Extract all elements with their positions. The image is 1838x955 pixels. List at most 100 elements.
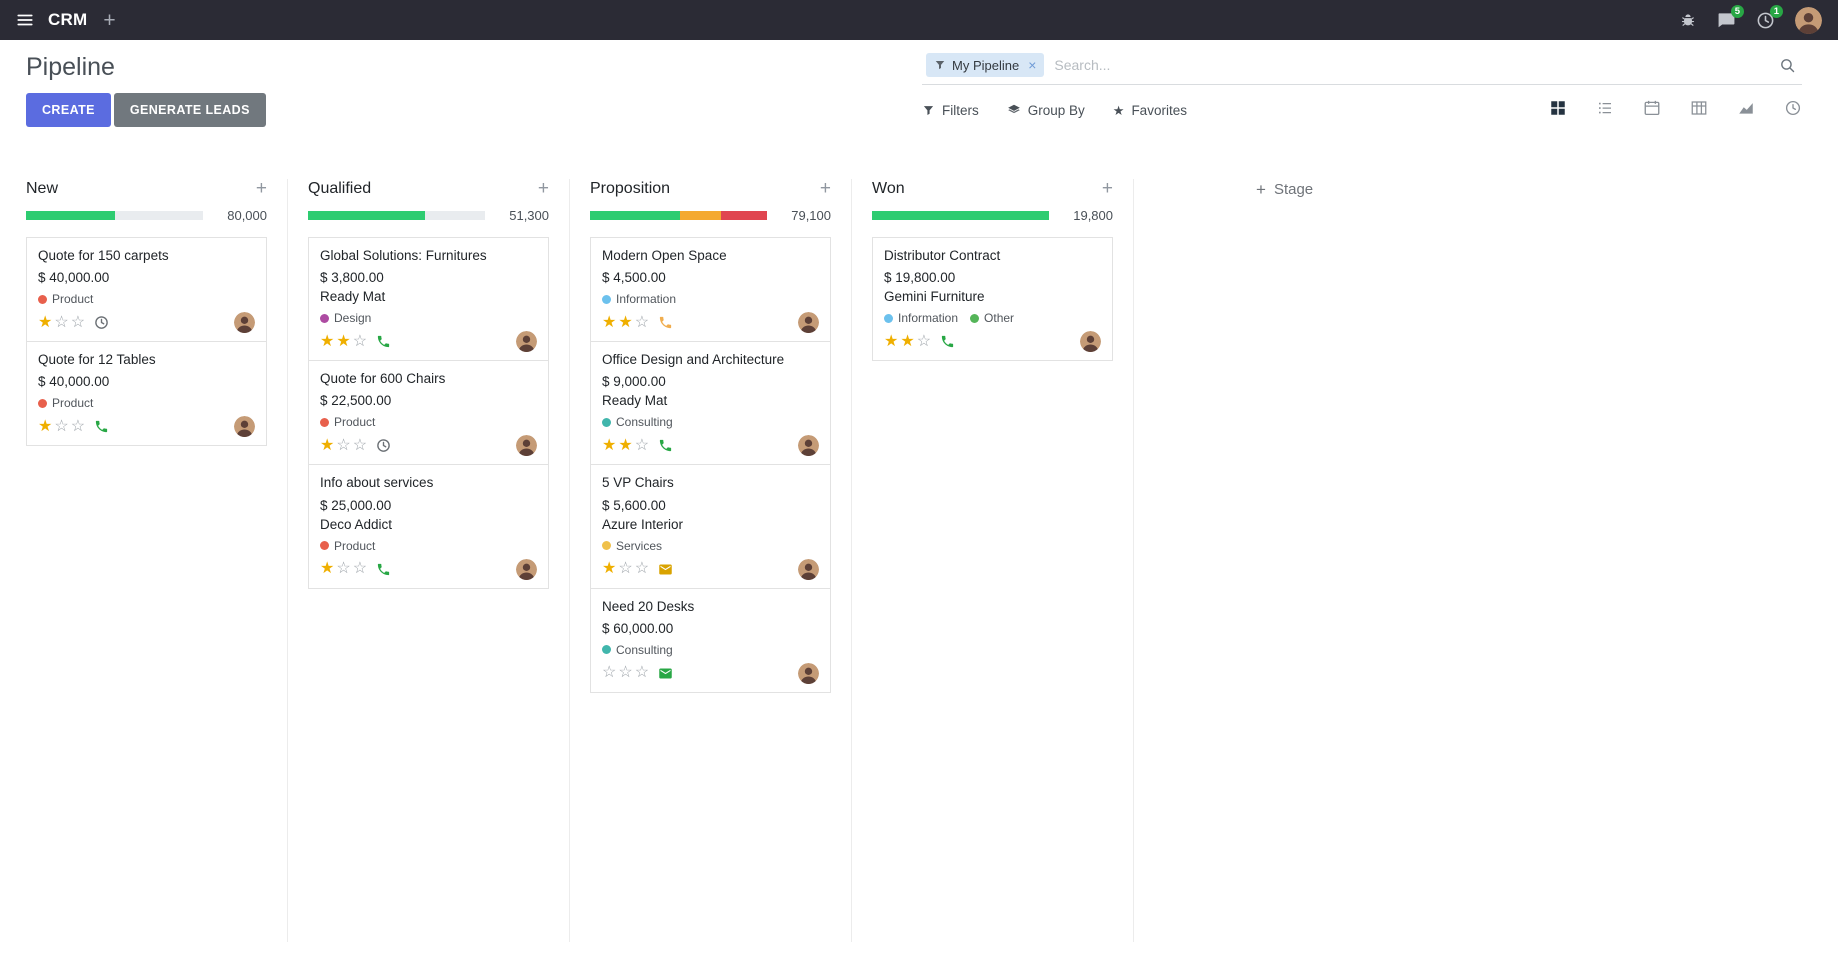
clock-icon[interactable]	[376, 438, 391, 453]
column-progressbar[interactable]	[26, 211, 203, 220]
star-icon[interactable]: ☆	[634, 560, 650, 578]
kanban-card[interactable]: Need 20 Desks $ 60,000.00 Consulting ☆ ☆…	[590, 587, 831, 693]
star-icon[interactable]: ☆	[352, 560, 368, 578]
star-icon[interactable]: ★	[320, 436, 335, 454]
progress-segment[interactable]	[26, 211, 115, 220]
search-icon[interactable]	[1779, 57, 1796, 74]
progress-segment[interactable]	[308, 211, 425, 220]
tag-label: Services	[616, 538, 663, 553]
bug-icon[interactable]	[1679, 11, 1697, 29]
star-icon[interactable]: ★	[38, 313, 53, 331]
star-icon[interactable]: ☆	[336, 436, 351, 454]
star-icon[interactable]: ☆	[54, 417, 69, 435]
card-amount: $ 9,000.00	[602, 374, 666, 390]
quick-add-icon[interactable]: +	[537, 178, 549, 199]
app-name[interactable]: CRM	[48, 10, 88, 29]
star-icon[interactable]: ☆	[70, 417, 86, 435]
clock-icon[interactable]	[94, 315, 109, 330]
star-icon[interactable]: ☆	[70, 313, 86, 331]
kanban-card[interactable]: Global Solutions: Furnitures $ 3,800.00 …	[308, 237, 549, 362]
messages-icon[interactable]: 5	[1717, 4, 1744, 30]
phone-icon[interactable]	[94, 419, 109, 434]
kanban-card[interactable]: Quote for 150 carpets $ 40,000.00 Produc…	[26, 237, 267, 343]
star-icon[interactable]: ☆	[602, 664, 617, 682]
user-avatar[interactable]	[1795, 6, 1822, 34]
star-icon[interactable]: ★	[884, 332, 899, 350]
kanban-card[interactable]: Quote for 600 Chairs $ 22,500.00 Product…	[308, 360, 549, 466]
star-icon[interactable]: ☆	[916, 332, 932, 350]
progress-segment[interactable]	[590, 211, 681, 220]
kanban-card[interactable]: Distributor Contract $ 19,800.00 Gemini …	[872, 237, 1113, 362]
graph-view-icon[interactable]	[1737, 99, 1755, 122]
salesperson-avatar[interactable]	[516, 558, 537, 580]
search-bar[interactable]: My Pipeline ×	[922, 50, 1802, 85]
star-icon[interactable]: ☆	[634, 436, 650, 454]
progress-segment[interactable]	[720, 211, 767, 220]
star-icon[interactable]: ☆	[634, 664, 650, 682]
star-icon[interactable]: ★	[900, 332, 915, 350]
salesperson-avatar[interactable]	[798, 662, 819, 684]
salesperson-avatar[interactable]	[798, 558, 819, 580]
salesperson-avatar[interactable]	[234, 416, 255, 438]
star-icon[interactable]: ☆	[336, 560, 351, 578]
apps-menu-icon[interactable]	[16, 11, 34, 29]
phone-icon[interactable]	[376, 334, 391, 349]
phone-icon[interactable]	[658, 315, 673, 330]
activities-clock-icon[interactable]: 1	[1756, 4, 1783, 30]
search-facet-my-pipeline[interactable]: My Pipeline ×	[926, 53, 1045, 77]
kanban-view-icon[interactable]	[1549, 99, 1567, 122]
progress-segment[interactable]	[872, 211, 1049, 220]
column-progressbar[interactable]	[872, 211, 1049, 220]
star-icon[interactable]: ★	[320, 332, 335, 350]
phone-icon[interactable]	[658, 438, 673, 453]
favorites-button[interactable]: ★ Favorites	[1112, 102, 1187, 118]
star-icon[interactable]: ★	[602, 313, 617, 331]
list-view-icon[interactable]	[1596, 99, 1614, 122]
calendar-view-icon[interactable]	[1643, 99, 1661, 122]
star-icon[interactable]: ★	[602, 436, 617, 454]
star-icon[interactable]: ☆	[618, 664, 633, 682]
star-icon[interactable]: ★	[602, 560, 617, 578]
salesperson-avatar[interactable]	[234, 312, 255, 334]
create-button[interactable]: CREATE	[26, 93, 111, 127]
facet-remove-icon[interactable]: ×	[1028, 57, 1037, 73]
envelope-icon[interactable]	[658, 666, 673, 681]
pivot-view-icon[interactable]	[1690, 99, 1708, 122]
filters-button[interactable]: Filters	[922, 103, 979, 118]
salesperson-avatar[interactable]	[798, 435, 819, 457]
activity-view-icon[interactable]	[1784, 99, 1802, 122]
quick-add-icon[interactable]: +	[255, 178, 267, 199]
salesperson-avatar[interactable]	[798, 312, 819, 334]
kanban-card[interactable]: Info about services $ 25,000.00 Deco Add…	[308, 464, 549, 589]
quick-add-icon[interactable]: +	[1101, 178, 1113, 199]
envelope-icon[interactable]	[658, 562, 673, 577]
quick-add-icon[interactable]: +	[819, 178, 831, 199]
column-progressbar[interactable]	[590, 211, 767, 220]
salesperson-avatar[interactable]	[516, 435, 537, 457]
kanban-card[interactable]: Modern Open Space $ 4,500.00 Information…	[590, 237, 831, 343]
star-icon[interactable]: ☆	[54, 313, 69, 331]
add-stage-button[interactable]: + Stage	[1256, 181, 1313, 198]
salesperson-avatar[interactable]	[516, 331, 537, 353]
generate-leads-button[interactable]: GENERATE LEADS	[113, 93, 266, 127]
star-icon[interactable]: ☆	[634, 313, 650, 331]
star-icon[interactable]: ☆	[352, 436, 368, 454]
star-icon[interactable]: ★	[320, 560, 335, 578]
phone-icon[interactable]	[376, 562, 391, 577]
star-icon[interactable]: ★	[38, 417, 53, 435]
kanban-card[interactable]: Office Design and Architecture $ 9,000.0…	[590, 341, 831, 466]
star-icon[interactable]: ☆	[352, 332, 368, 350]
group-by-button[interactable]: Group By	[1007, 103, 1085, 118]
progress-segment[interactable]	[680, 211, 721, 220]
add-app-icon[interactable]: +	[103, 8, 116, 32]
star-icon[interactable]: ★	[618, 313, 633, 331]
star-icon[interactable]: ★	[336, 332, 351, 350]
search-input[interactable]	[1044, 53, 1779, 77]
star-icon[interactable]: ★	[618, 436, 633, 454]
kanban-card[interactable]: 5 VP Chairs $ 5,600.00 Azure Interior Se…	[590, 464, 831, 589]
kanban-card[interactable]: Quote for 12 Tables $ 40,000.00 Product …	[26, 341, 267, 447]
salesperson-avatar[interactable]	[1080, 331, 1101, 353]
column-progressbar[interactable]	[308, 211, 485, 220]
star-icon[interactable]: ☆	[618, 560, 633, 578]
phone-icon[interactable]	[940, 334, 955, 349]
